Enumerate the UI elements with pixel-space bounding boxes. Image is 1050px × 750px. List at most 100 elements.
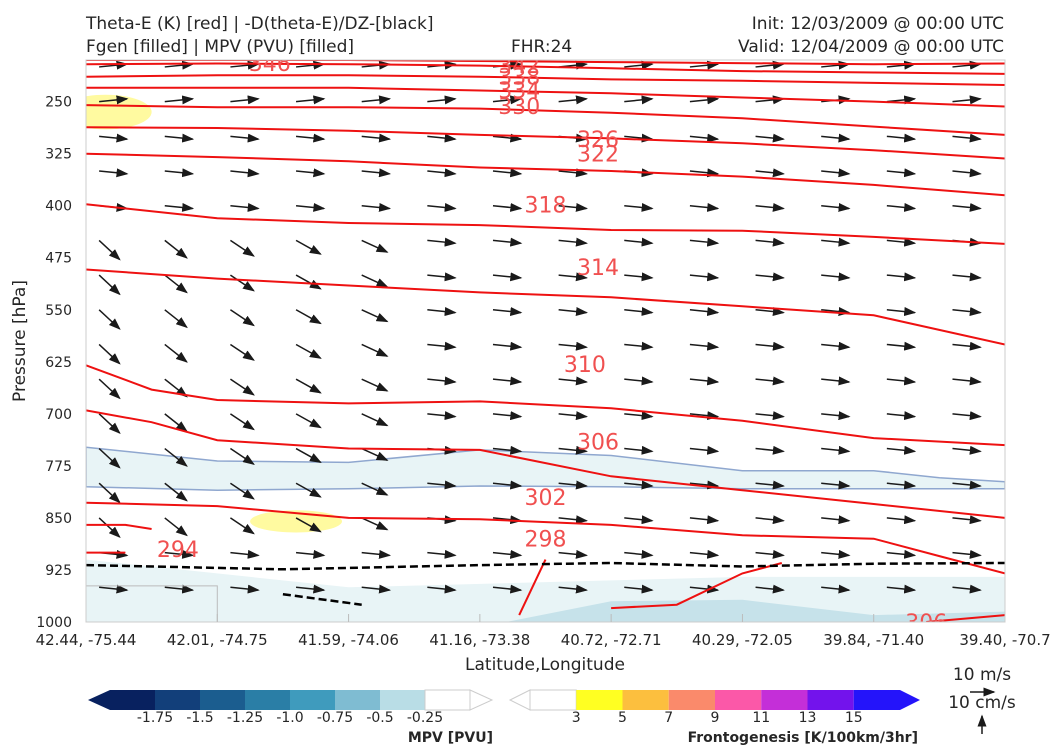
theta-e-contour-6 [86,152,1005,197]
wind-vector [492,237,523,247]
wind-vector [295,482,322,498]
fgen-cbar-segment [668,690,715,710]
wind-vector [427,272,457,282]
theta-e-label: 330 [498,95,540,120]
wind-vector [624,133,654,143]
wind-vector [755,133,785,143]
y-tick-label: 550 [45,303,72,319]
theta-e-contour-10 [86,409,1005,519]
fgen-cbar-segment [576,690,623,710]
mpv-cbar-max-extend [469,689,494,711]
wind-vector [558,202,588,212]
wind-vector [361,202,392,212]
wind-vector [1018,206,1046,209]
wind-vector [492,133,523,143]
wind-vector [229,447,255,465]
wind-vector [755,515,785,525]
mpv-cbar-segment [290,690,335,710]
wind-vector [98,309,121,330]
stability-contour-lower [282,592,362,606]
wind-scale-speed: 10 m/s [953,665,1011,685]
wind-vector [295,133,326,143]
theta-e-label: 346 [249,52,291,77]
y-tick-label: 775 [45,459,72,475]
wind-vector [361,482,389,496]
wind-vector [230,202,260,212]
wind-vector [229,239,255,257]
mpv-cbar-tick: -0.75 [317,710,353,726]
wind-vector [361,413,389,427]
y-tick-label: 925 [45,563,72,579]
mpv-cbar-tick: -0.25 [407,710,443,726]
wind-vector [558,168,588,178]
wind-vector [689,60,720,70]
wind-vector [755,168,785,178]
wind-vector [1018,553,1046,556]
wind-vector [1018,240,1046,243]
wind-vector [164,447,188,467]
wind-vector [1018,518,1046,521]
mpv-cbar-segment [380,690,425,710]
wind-vector [295,274,322,290]
wind-vector [164,549,195,559]
wind-vector [624,307,654,317]
wind-vector [755,445,785,455]
wind-vector [755,584,785,594]
y-tick-label: 1000 [36,615,72,631]
y-tick-label: 400 [45,199,72,215]
fgen-cbar-min-extend [508,689,531,711]
theta-e-label: 306 [905,611,947,636]
y-tick-label: 325 [45,147,72,163]
wind-vector [1018,99,1046,102]
wind-vector [886,376,917,386]
wind-vector [164,482,188,502]
wind-vector [755,411,785,421]
wind-vector [886,341,917,351]
wind-vector [821,133,851,143]
wind-vector [361,239,389,253]
wind-vector [952,307,982,317]
wind-vector [492,445,523,455]
wind-vector [1018,136,1046,139]
wind-vector [295,309,322,325]
wind-vector [624,60,654,70]
wind-vector [821,168,851,178]
wind-vector [624,202,654,212]
wind-vector [492,584,523,594]
wind-vector [886,515,917,525]
wind-vector [886,202,917,212]
wind-vector [361,95,392,105]
wind-vector [558,272,588,282]
wind-vector [492,549,523,559]
wind-vector [886,584,917,594]
wind-vector [558,515,588,525]
wind-vector [886,411,917,421]
wind-vector [624,584,654,594]
x-axis-label: Latitude,Longitude [465,655,625,675]
wind-vector [558,445,588,455]
wind-vector [164,343,188,363]
forecast-hour: FHR:24 [511,37,573,57]
wind-vector [295,202,326,212]
wind-vector [164,133,195,143]
wind-vector [952,549,982,559]
wind-vector [821,480,851,490]
wind-vector [427,202,457,212]
wind-vector [624,445,654,455]
wind-vectors [98,60,1046,594]
wind-vector [361,309,389,323]
wind-vector [821,584,851,594]
theta-e-label: 310 [564,353,606,378]
wind-vector [99,168,129,178]
y-tick-label: 250 [45,95,72,111]
wind-vector [98,378,121,400]
wind-vector [558,341,588,351]
wind-vector [164,274,188,294]
wind-vector [229,482,255,500]
mpv-cbar-segment [110,690,155,710]
wind-vector [821,202,851,212]
plot-frame [85,59,1006,623]
wind-vector [492,95,523,105]
wind-vector [952,341,982,351]
wind-vector [821,307,851,317]
